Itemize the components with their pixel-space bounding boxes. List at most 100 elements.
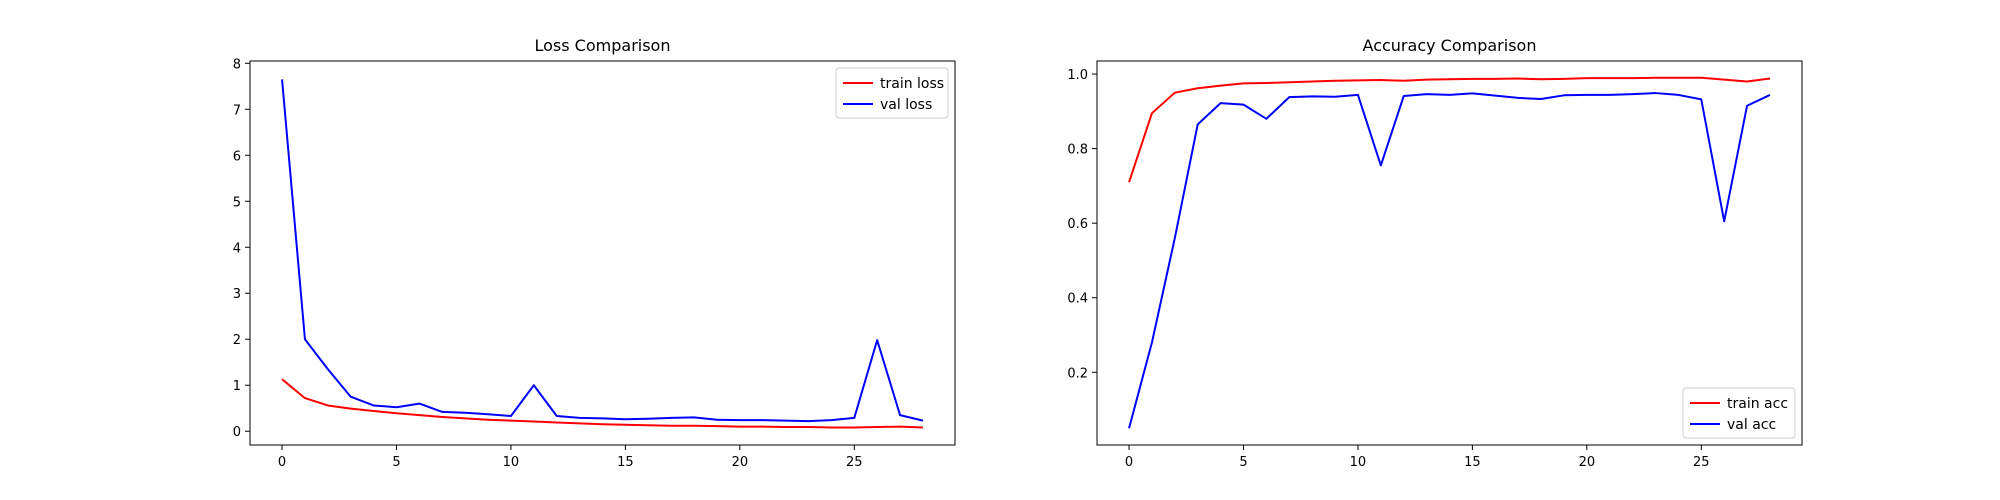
data-point <box>1380 79 1382 81</box>
y-tick-label: 1 <box>233 379 241 394</box>
data-point <box>304 338 306 340</box>
data-point <box>1288 81 1290 83</box>
data-point <box>1242 82 1244 84</box>
data-point <box>1311 95 1313 97</box>
y-tick-label: 0.8 <box>1067 143 1088 158</box>
data-point <box>1448 94 1450 96</box>
data-point <box>1357 79 1359 81</box>
legend-label: val loss <box>880 97 932 113</box>
data-point <box>1723 78 1725 80</box>
data-point <box>1494 78 1496 80</box>
data-point <box>762 425 764 427</box>
data-point <box>1540 98 1542 100</box>
data-point <box>739 425 741 427</box>
data-point <box>807 420 809 422</box>
data-point <box>853 426 855 428</box>
x-tick-label: 0 <box>1125 455 1133 470</box>
data-point <box>1769 77 1771 79</box>
data-point <box>395 412 397 414</box>
x-tick-label: 10 <box>1350 455 1367 470</box>
data-point <box>784 426 786 428</box>
data-point <box>1471 92 1473 94</box>
data-point <box>716 419 718 421</box>
data-point <box>1540 78 1542 80</box>
loss-comparison-chart: Loss Comparison 0 5 10 15 20 25 0 1 2 3 4 5 6 7 8 train … <box>233 36 956 470</box>
data-point <box>1609 94 1611 96</box>
data-point <box>441 416 443 418</box>
data-point <box>1265 118 1267 120</box>
legend-label: train loss <box>880 76 944 92</box>
data-point <box>281 78 283 80</box>
series-line-val-loss <box>281 79 924 423</box>
data-point <box>1151 112 1153 114</box>
y-tick-label: 0.4 <box>1067 292 1088 307</box>
data-point <box>533 384 535 386</box>
data-point <box>601 423 603 425</box>
data-point <box>830 419 832 421</box>
data-point <box>1609 77 1611 79</box>
data-point <box>1494 94 1496 96</box>
y-tick-label: 2 <box>233 333 241 348</box>
data-point <box>1700 77 1702 79</box>
data-point <box>281 378 283 380</box>
data-point <box>1746 80 1748 82</box>
legend-label: val acc <box>1727 417 1776 433</box>
x-tick-label: 5 <box>392 455 400 470</box>
x-tick-label: 20 <box>732 455 749 470</box>
data-point <box>1677 94 1679 96</box>
data-point <box>1723 220 1725 222</box>
data-point <box>487 413 489 415</box>
data-point <box>830 426 832 428</box>
x-tick-label: 10 <box>503 455 520 470</box>
data-point <box>487 419 489 421</box>
data-point <box>1448 78 1450 80</box>
data-point <box>693 416 695 418</box>
data-point <box>1563 78 1565 80</box>
data-point <box>922 426 924 428</box>
chart-title: Accuracy Comparison <box>1363 36 1537 55</box>
data-point <box>1288 96 1290 98</box>
data-point <box>350 396 352 398</box>
data-point <box>1357 94 1359 96</box>
data-point <box>1197 123 1199 125</box>
data-point <box>1769 94 1771 96</box>
data-point <box>1242 103 1244 105</box>
data-point <box>739 419 741 421</box>
data-point <box>1746 105 1748 107</box>
data-point <box>395 406 397 408</box>
data-point <box>784 419 786 421</box>
data-point <box>372 410 374 412</box>
x-tick-label: 15 <box>1464 455 1481 470</box>
series-line-val-acc <box>1128 92 1771 429</box>
legend: train loss val loss <box>835 67 949 119</box>
data-point <box>670 424 672 426</box>
data-point <box>876 339 878 341</box>
y-tick-label: 7 <box>233 103 241 118</box>
data-point <box>1128 427 1130 429</box>
data-point <box>1265 82 1267 84</box>
data-point <box>1425 78 1427 80</box>
data-point <box>418 414 420 416</box>
data-point <box>441 411 443 413</box>
data-point <box>327 368 329 370</box>
data-point <box>1380 164 1382 166</box>
y-tick-label: 6 <box>233 149 241 164</box>
data-point <box>1654 92 1656 94</box>
data-point <box>670 417 672 419</box>
data-point <box>1174 91 1176 93</box>
x-tick-label: 25 <box>1693 455 1710 470</box>
data-point <box>624 424 626 426</box>
x-tick-label: 5 <box>1239 455 1247 470</box>
data-point <box>418 402 420 404</box>
data-point <box>1517 77 1519 79</box>
accuracy-comparison-chart: Accuracy Comparison 0 5 10 15 20 25 0.2 0.4 0.6 0.… <box>1067 36 1803 470</box>
data-point <box>1128 181 1130 183</box>
data-point <box>327 404 329 406</box>
data-point <box>601 417 603 419</box>
data-point <box>1471 78 1473 80</box>
y-tick-label: 0.2 <box>1067 366 1088 381</box>
data-point <box>807 426 809 428</box>
data-point <box>556 415 558 417</box>
